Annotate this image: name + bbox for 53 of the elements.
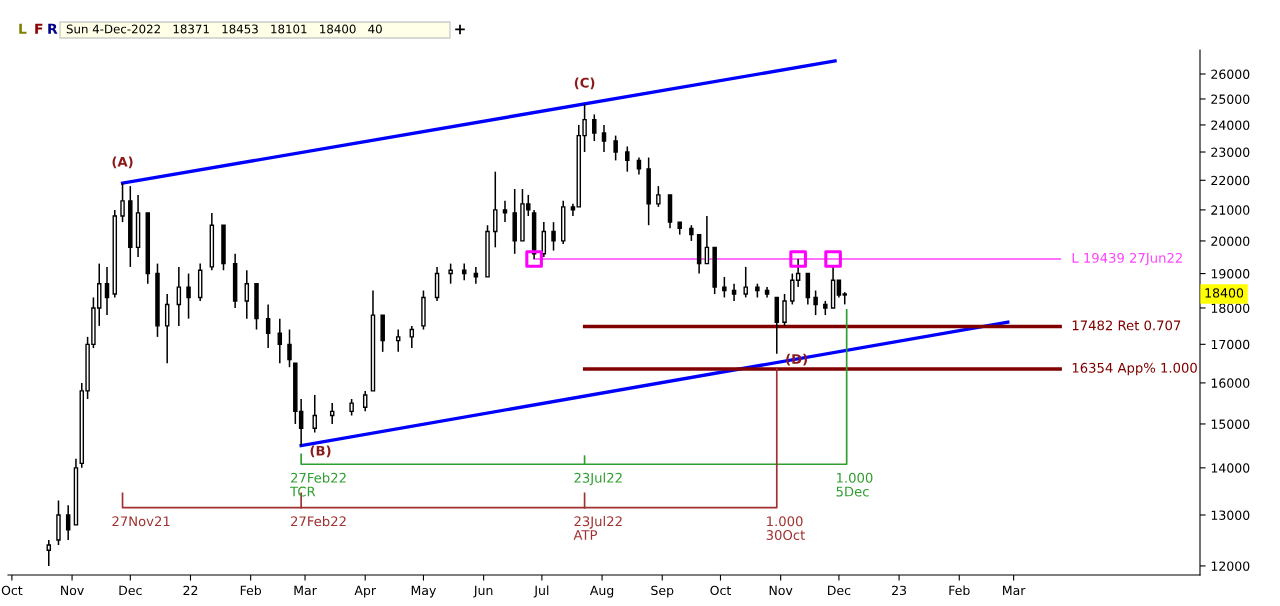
text: R <box>48 23 58 34</box>
y-tick-label: 13000 <box>1211 510 1250 520</box>
y-tick-label: 25000 <box>1211 94 1250 104</box>
x-tick-label: Feb <box>240 585 262 596</box>
y-tick-label: 17000 <box>1211 339 1250 350</box>
x-tick-label: Apr <box>354 585 377 598</box>
x-tick-label: Oct <box>1 585 23 596</box>
x-tick-label: Oct <box>710 585 731 596</box>
annotation: (C) <box>574 77 595 90</box>
y-tick-label: 14000 <box>1211 463 1250 473</box>
annotation: L 19439 27Jun22 <box>1072 252 1182 266</box>
text: 18400 <box>1205 288 1244 298</box>
y-tick-label: 16000 <box>1211 378 1250 388</box>
x-tick-label: May <box>411 585 436 598</box>
y-tick-label: 15000 <box>1211 419 1250 429</box>
x-tick-label: 22 <box>183 585 198 595</box>
y-tick-label: 12000 <box>1211 561 1250 571</box>
annotation: 27Feb22 <box>291 516 346 527</box>
x-tick-label: Nov <box>61 585 84 596</box>
y-tick-label: 21000 <box>1211 205 1250 215</box>
chart-subtitle: Sun 4-Dec-2022 18371 18453 18101 18400 40 <box>66 24 382 34</box>
text: + <box>455 24 465 35</box>
text: F <box>35 23 43 34</box>
annotation: 27Feb22 TCR <box>290 472 346 497</box>
annotation: (B) <box>310 445 331 458</box>
x-tick-label: Dec <box>119 585 142 596</box>
annotation: 1.000 5Dec <box>836 472 873 497</box>
x-tick-label: Sep <box>651 585 674 598</box>
x-tick-label: Jun <box>473 585 493 598</box>
text: L <box>19 23 27 34</box>
y-tick-label: 23000 <box>1211 147 1250 157</box>
y-tick-label: 26000 <box>1211 69 1250 79</box>
y-tick-label: 22000 <box>1211 175 1250 186</box>
annotation: 23Jul22 <box>574 472 622 486</box>
x-tick-label: Mar <box>1003 585 1026 596</box>
y-tick-label: 18000 <box>1211 303 1250 313</box>
y-tick-label: 24000 <box>1211 120 1250 130</box>
x-tick-label: Jul <box>533 585 549 598</box>
annotation: 27Nov21 <box>112 516 170 527</box>
x-tick-label: Nov <box>769 585 793 596</box>
x-tick-label: Feb <box>949 585 970 596</box>
annotation: 1.000 30Oct <box>766 516 805 541</box>
annotation: 16354 App% 1.000 <box>1072 362 1197 376</box>
y-tick-label: 19000 <box>1211 269 1250 279</box>
annotation: (D) <box>786 353 807 366</box>
x-tick-label: 23 <box>892 585 907 596</box>
x-tick-label: Dec <box>828 585 851 596</box>
annotation: 23Jul22 ATP <box>573 516 622 540</box>
annotation: (A) <box>112 156 133 169</box>
annotation: 17482 Ret 0.707 <box>1072 320 1181 331</box>
x-tick-label: Aug <box>589 585 614 598</box>
y-tick-label: 20000 <box>1211 236 1250 246</box>
x-tick-label: Mar <box>294 585 317 596</box>
